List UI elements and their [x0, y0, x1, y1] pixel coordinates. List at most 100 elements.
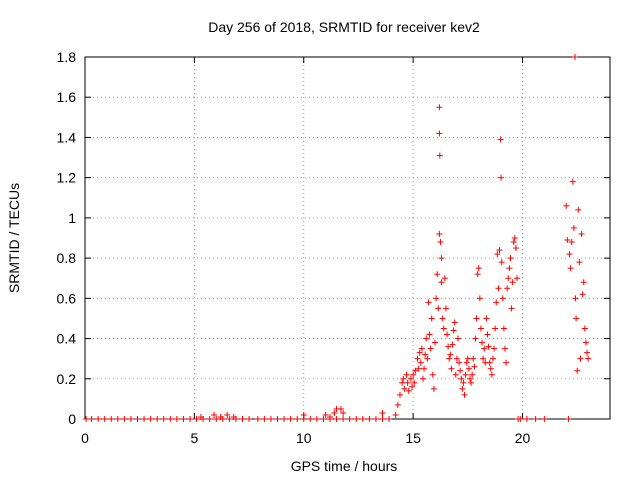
- x-tick-label: 0: [81, 430, 89, 446]
- data-point: [566, 251, 573, 258]
- data-point: [399, 379, 406, 386]
- data-point: [436, 152, 443, 159]
- x-tick-label: 15: [405, 430, 421, 446]
- x-tick-label: 5: [190, 430, 198, 446]
- data-point: [337, 405, 344, 412]
- data-point: [487, 365, 494, 372]
- data-point: [462, 371, 469, 378]
- data-point: [173, 416, 180, 422]
- data-point: [573, 315, 580, 322]
- data-point: [322, 411, 329, 418]
- data-point: [505, 275, 512, 282]
- data-point: [154, 416, 161, 422]
- data-point: [496, 247, 503, 254]
- data-point: [465, 365, 472, 372]
- data-point: [372, 416, 379, 422]
- data-point: [441, 275, 448, 282]
- data-point: [405, 387, 412, 394]
- x-tick-label: 10: [296, 430, 312, 446]
- data-point: [449, 341, 456, 348]
- data-point: [582, 339, 589, 346]
- data-point: [187, 416, 193, 422]
- data-point: [340, 416, 347, 422]
- data-point: [476, 295, 483, 302]
- data-point: [415, 365, 422, 372]
- data-point: [410, 371, 417, 378]
- data-point: [287, 416, 294, 422]
- data-point: [394, 401, 401, 408]
- data-point: [503, 359, 510, 366]
- data-point: [453, 355, 460, 362]
- data-point: [450, 327, 457, 334]
- data-point: [193, 416, 200, 422]
- data-point: [331, 409, 338, 416]
- data-point: [438, 279, 445, 286]
- y-tick-label: 1: [68, 210, 76, 226]
- data-point: [407, 375, 414, 382]
- data-point: [477, 325, 484, 332]
- data-point: [563, 202, 570, 209]
- data-point: [446, 355, 453, 362]
- data-point: [127, 416, 134, 422]
- data-point: [585, 355, 592, 362]
- data-point: [457, 367, 464, 374]
- data-point: [419, 375, 426, 382]
- y-axis-label: SRMTID / TECUs: [6, 183, 22, 293]
- data-points: [83, 54, 592, 422]
- data-point: [464, 355, 471, 362]
- data-point: [508, 305, 515, 312]
- data-point: [427, 345, 434, 352]
- data-point: [572, 54, 578, 60]
- data-point: [486, 359, 493, 366]
- data-point: [379, 416, 386, 422]
- data-point: [499, 295, 506, 302]
- data-point: [226, 416, 233, 422]
- y-tick-label: 1.6: [57, 89, 77, 105]
- data-point: [274, 416, 281, 422]
- data-point: [502, 345, 508, 352]
- data-point: [353, 416, 360, 422]
- data-point: [460, 379, 467, 386]
- data-point: [581, 325, 588, 332]
- data-point: [340, 409, 347, 416]
- data-point: [580, 279, 587, 286]
- data-point: [434, 271, 441, 278]
- data-point: [254, 416, 261, 422]
- data-point: [442, 305, 449, 312]
- data-point: [267, 416, 274, 422]
- data-point: [448, 365, 455, 372]
- data-point: [422, 351, 429, 358]
- data-point: [507, 255, 514, 262]
- data-point: [473, 315, 480, 322]
- data-point: [404, 379, 411, 386]
- data-point: [359, 416, 366, 422]
- data-point: [481, 345, 488, 352]
- data-point: [409, 383, 416, 390]
- data-point: [386, 416, 393, 422]
- data-point: [506, 265, 513, 272]
- data-point: [484, 331, 491, 338]
- data-point: [333, 416, 340, 422]
- data-point: [584, 349, 591, 356]
- data-point: [412, 367, 419, 374]
- data-point: [461, 391, 468, 398]
- data-point: [426, 331, 433, 338]
- data-point: [569, 178, 576, 185]
- data-point: [440, 325, 447, 332]
- data-point: [480, 355, 487, 362]
- data-point: [261, 416, 268, 422]
- data-point: [576, 259, 583, 266]
- data-point: [512, 245, 519, 252]
- data-point: [438, 255, 445, 262]
- x-tick-label: 20: [515, 430, 531, 446]
- data-point: [456, 359, 463, 366]
- grid-lines: [85, 57, 610, 419]
- data-point: [320, 416, 327, 422]
- data-point: [469, 371, 476, 378]
- data-point: [483, 315, 490, 322]
- data-point: [428, 315, 435, 322]
- data-point: [160, 416, 167, 422]
- data-point: [577, 355, 584, 362]
- data-point: [197, 413, 204, 420]
